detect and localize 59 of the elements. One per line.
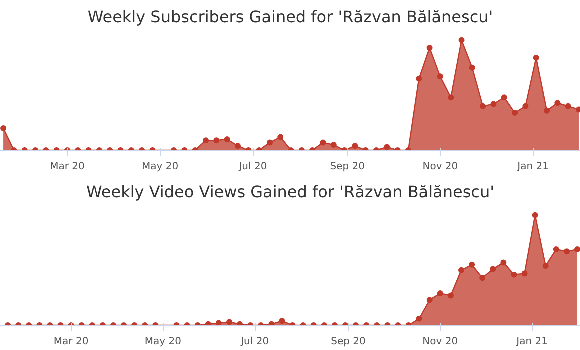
- point: [544, 108, 550, 114]
- point: [574, 246, 580, 252]
- point: [278, 134, 284, 140]
- point: [553, 246, 560, 252]
- point: [532, 212, 538, 218]
- point: [448, 94, 454, 101]
- point: [224, 136, 230, 142]
- point: [565, 103, 572, 110]
- point: [330, 142, 337, 148]
- point: [352, 143, 358, 150]
- point: [542, 263, 549, 269]
- x-tick-label: Jan 21: [516, 162, 549, 172]
- point: [522, 103, 529, 110]
- point: [554, 100, 561, 106]
- point: [266, 140, 273, 146]
- point: [533, 54, 540, 61]
- point: [512, 110, 518, 116]
- chart-title: Weekly Subscribers Gained for 'Răzvan Bălănescu': [88, 8, 494, 26]
- point: [234, 143, 241, 150]
- point: [500, 260, 507, 266]
- x-tick-label: May 20: [142, 162, 179, 172]
- point: [426, 297, 433, 304]
- x-tick-label: Sep 20: [330, 162, 365, 172]
- point: [216, 320, 222, 326]
- x-tick-label: May 20: [144, 336, 182, 348]
- point: [490, 266, 496, 272]
- chart-title: Weekly Video Views Gained for 'Răzvan Bălănescu': [86, 182, 495, 202]
- point: [501, 94, 508, 101]
- point: [416, 316, 422, 322]
- point: [522, 270, 528, 277]
- point: [480, 103, 486, 110]
- x-tick-label: Nov 20: [422, 336, 458, 348]
- point: [279, 318, 286, 324]
- point: [214, 138, 220, 144]
- x-tick-label: Mar 20: [54, 336, 89, 348]
- point: [226, 319, 232, 326]
- point: [384, 144, 390, 150]
- point: [437, 74, 444, 80]
- point: [490, 101, 497, 108]
- x-tick-label: Jul 20: [238, 162, 268, 172]
- point: [469, 262, 476, 268]
- point: [458, 37, 465, 44]
- point: [448, 292, 454, 299]
- x-tick-label: Mar 20: [50, 162, 85, 172]
- point: [0, 125, 7, 132]
- x-tick-label: Nov 20: [422, 162, 458, 172]
- x-tick-label: Jan 21: [516, 336, 548, 348]
- point: [564, 248, 570, 255]
- point: [426, 45, 433, 52]
- point: [480, 275, 486, 282]
- x-tick-label: Jul 20: [240, 336, 270, 348]
- point: [469, 64, 476, 71]
- point: [458, 267, 464, 274]
- point: [203, 138, 210, 144]
- x-tick-label: Sep 20: [331, 336, 366, 348]
- point: [320, 140, 326, 146]
- point: [437, 290, 444, 297]
- point: [511, 272, 518, 278]
- point: [416, 76, 422, 82]
